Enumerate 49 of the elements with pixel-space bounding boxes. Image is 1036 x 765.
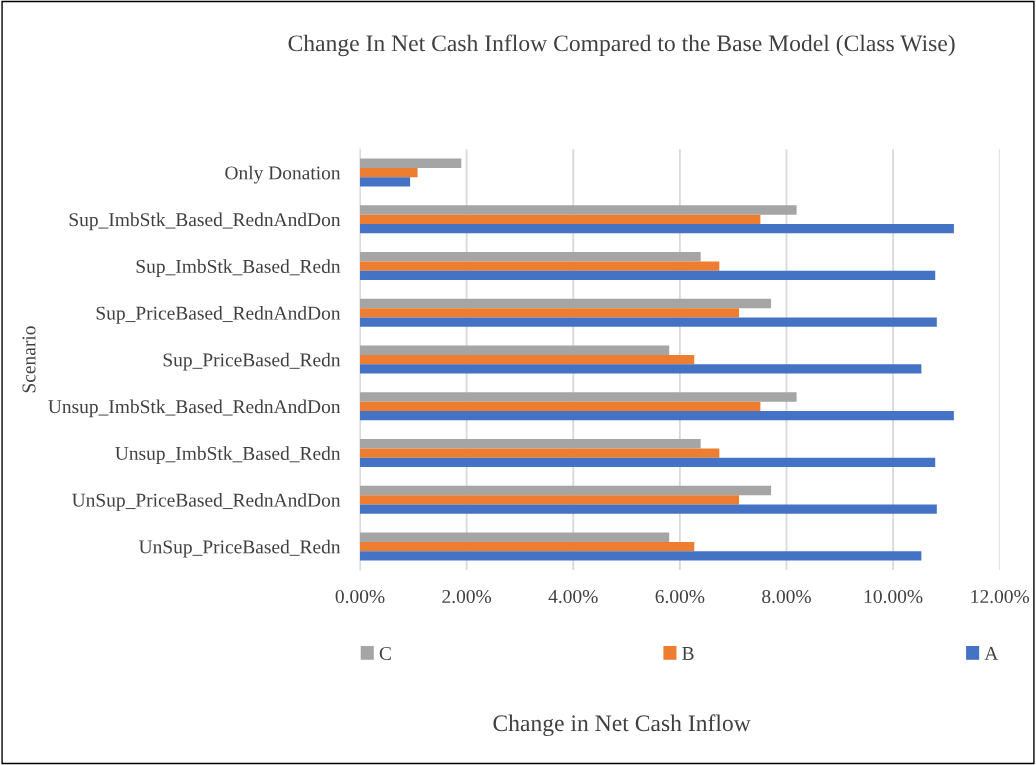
bar [360,214,761,224]
bar [360,551,922,561]
y-tick-label: Sup_ImbStk_Based_RednAndDon [69,212,341,231]
bar [360,252,701,262]
legend-label: C [379,646,391,661]
bar [360,205,797,215]
bar [360,495,740,505]
y-tick-label: Only Donation [225,165,341,184]
text: Change in Net Cash Inflow [493,714,751,737]
bar [360,392,797,402]
bar [360,410,954,421]
legend-label: A [984,646,999,660]
bar [360,177,411,187]
bar [360,439,701,449]
bar [360,401,761,411]
y-tick-label: UnSup_PriceBased_Redn [138,539,341,558]
y-tick-label: Sup_PriceBased_RednAndDon [96,306,341,324]
bar [360,541,695,552]
bar [360,504,937,514]
bar [360,298,772,309]
bar [360,345,670,355]
bar [360,364,922,374]
bar [360,167,418,178]
legend-label: B [682,647,694,660]
bar [360,448,720,458]
x-tick-label: 4.00% [548,589,598,604]
y-tick-label: UnSup_PriceBased_RednAndDon [72,493,341,511]
bar [360,354,695,365]
x-tick-label: 0.00% [335,589,385,604]
bar [360,158,462,168]
y-axis-title: Scenario [22,326,36,393]
bar [360,223,954,234]
bar [360,485,772,496]
bar [360,270,936,281]
chart-title: Change In Net Cash Inflow Compared to the Base Model (Class Wise) [288,34,955,57]
y-tick-label: Sup_ImbStk_Based_Redn [136,259,341,277]
bar [360,308,740,318]
x-tick-label: 2.00% [442,589,492,604]
x-tick-label: 12.00% [971,589,1030,604]
bar [360,317,937,327]
y-tick-label: Unsup_ImbStk_Based_RednAndDon [48,399,341,418]
bar [360,457,936,468]
bar [360,532,670,542]
y-tick-label: Sup_PriceBased_Redn [163,352,341,371]
x-tick-label: 8.00% [762,589,811,604]
y-tick-label: Unsup_ImbStk_Based_Redn [115,446,341,464]
x-tick-label: 6.00% [655,589,705,604]
bar [360,261,720,271]
x-tick-label: 10.00% [864,589,923,604]
